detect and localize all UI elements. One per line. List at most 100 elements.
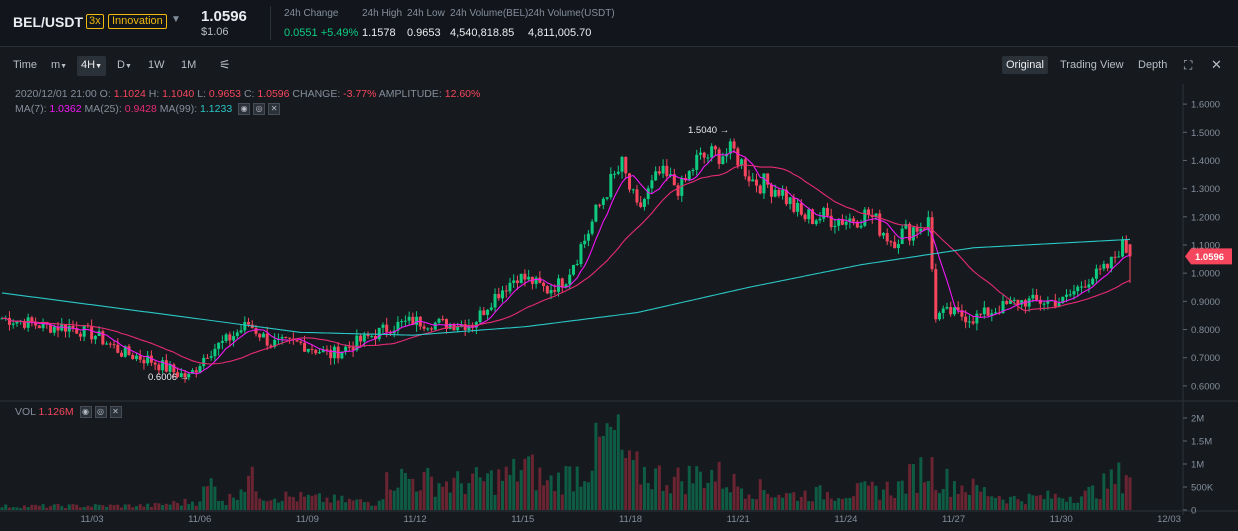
chevron-down-icon[interactable]: ▼ — [171, 14, 181, 25]
candle-body — [437, 318, 441, 323]
candle-body — [568, 274, 572, 285]
interval-time[interactable]: Time — [13, 59, 38, 71]
volume-bar — [504, 466, 508, 510]
candle-body — [347, 346, 351, 348]
price-tick-label: 1.0000 — [1191, 269, 1220, 280]
candle-body — [1053, 300, 1057, 307]
volume-bar — [194, 505, 198, 510]
view-original[interactable]: Original — [1002, 56, 1048, 74]
innovation-tag[interactable]: Innovation — [108, 14, 167, 29]
candle-body — [762, 173, 766, 194]
candle-body — [138, 355, 142, 360]
volume-bar — [982, 487, 986, 510]
price-tick-label: 1.3000 — [1191, 184, 1220, 195]
volume-bar — [844, 498, 848, 510]
candle-body — [377, 327, 381, 340]
volume-bar — [209, 478, 213, 510]
candle-body — [553, 289, 557, 292]
volume-bar — [1061, 498, 1065, 510]
candle-body — [284, 337, 288, 339]
candle-body — [317, 352, 321, 354]
candle-body — [605, 197, 609, 199]
volume-bar — [542, 485, 546, 510]
candle-body — [303, 342, 307, 352]
candle-body — [545, 286, 549, 294]
volume-bar — [82, 506, 86, 510]
candle-body — [220, 341, 224, 343]
view-trading-view[interactable]: Trading View — [1060, 59, 1124, 71]
interval-minute[interactable]: m▼ — [51, 59, 68, 71]
candle-body — [153, 362, 157, 365]
volume-bar — [527, 456, 531, 510]
volume-bar — [52, 504, 56, 510]
date-tick-label: 11/12 — [404, 514, 427, 525]
close-icon[interactable]: ✕ — [109, 406, 122, 419]
indicator-settings-icon[interactable]: ⚟ — [219, 57, 231, 72]
candle-body — [441, 318, 445, 320]
volume-bar — [433, 496, 437, 510]
volume-bar — [986, 496, 990, 510]
volume-bar — [127, 504, 131, 510]
volume-bar — [545, 480, 549, 510]
date-tick-label: 11/21 — [727, 514, 750, 525]
candle-body — [396, 321, 400, 331]
eye-icon[interactable]: ◉ — [79, 406, 92, 419]
volume-bar — [239, 489, 243, 510]
candle-body — [796, 202, 800, 212]
candle-body — [911, 227, 915, 241]
volume-bar — [743, 498, 747, 510]
volume-bar — [403, 472, 407, 510]
volume-bar — [355, 499, 359, 510]
candle-body — [934, 269, 938, 320]
volume-bar — [1053, 493, 1057, 510]
ticker-header — [0, 0, 1238, 47]
price-tick-label: 1.6000 — [1191, 100, 1220, 111]
eye-icon[interactable]: ◉ — [238, 103, 251, 116]
volume-bar — [631, 460, 635, 510]
volume-bar — [101, 505, 105, 510]
volume-bar — [762, 489, 766, 510]
candle-body — [1117, 256, 1121, 258]
volume-bar — [1020, 501, 1024, 510]
close-icon[interactable]: ✕ — [1211, 57, 1222, 72]
interval-1w[interactable]: 1W — [148, 59, 165, 71]
volume-bar — [881, 489, 885, 510]
volume-bar — [1076, 502, 1080, 510]
interval-day[interactable]: D▼ — [117, 59, 132, 71]
volume-bar — [807, 501, 811, 510]
volume-bar — [347, 498, 351, 510]
ma-legend: MA(7): 1.0362 MA(25): 0.9428 MA(99): 1.1… — [15, 103, 281, 116]
fullscreen-icon[interactable]: ⛶ — [1184, 58, 1193, 72]
volume-bar — [336, 500, 340, 510]
volume-bar — [870, 481, 874, 510]
candle-body — [232, 336, 236, 341]
interval-4h[interactable]: 4H▼ — [77, 56, 106, 76]
candle-body — [818, 218, 822, 221]
candle-body — [120, 352, 124, 357]
candle-body — [1016, 299, 1020, 305]
candle-body — [497, 293, 501, 299]
candle-body — [527, 276, 531, 280]
candle-body — [381, 324, 385, 328]
pair-selector[interactable]: BEL/USDT — [13, 14, 83, 30]
candle-body — [706, 157, 710, 159]
candle-body — [269, 345, 273, 347]
interval-1m[interactable]: 1M — [181, 59, 197, 71]
candle-body — [837, 219, 841, 226]
volume-bar — [732, 473, 736, 510]
close-icon[interactable]: ✕ — [268, 103, 281, 116]
candle-body — [15, 321, 19, 324]
candle-body — [650, 180, 654, 189]
volume-bar — [941, 488, 945, 510]
volume-bar — [1117, 462, 1121, 510]
volume-bar — [187, 504, 191, 510]
volume-bar — [829, 498, 833, 510]
view-depth[interactable]: Depth — [1138, 59, 1168, 71]
volume-bar — [370, 505, 374, 510]
candle-body — [956, 307, 960, 311]
volume-bar — [975, 485, 979, 510]
settings-icon[interactable]: ◎ — [253, 103, 266, 116]
settings-icon[interactable]: ◎ — [94, 406, 107, 419]
candle-body — [702, 152, 706, 158]
